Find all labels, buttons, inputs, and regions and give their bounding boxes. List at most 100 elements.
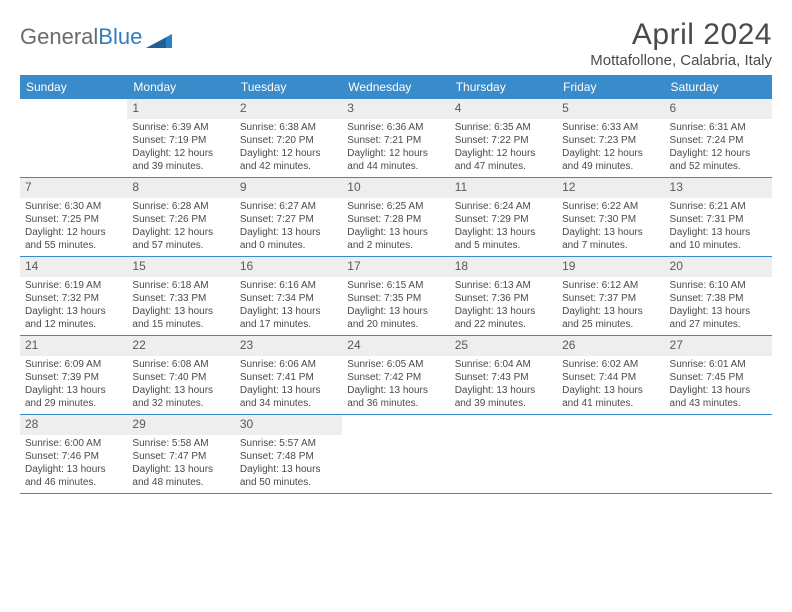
day-cell [665,415,772,493]
day-cell: 18Sunrise: 6:13 AMSunset: 7:36 PMDayligh… [450,257,557,335]
day-cell: 8Sunrise: 6:28 AMSunset: 7:26 PMDaylight… [127,178,234,256]
daylight-text: and 17 minutes. [240,318,337,331]
day-cell: 11Sunrise: 6:24 AMSunset: 7:29 PMDayligh… [450,178,557,256]
sunset-text: Sunset: 7:24 PM [670,134,767,147]
daylight-text: and 46 minutes. [25,476,122,489]
sunrise-text: Sunrise: 6:31 AM [670,121,767,134]
sunrise-text: Sunrise: 6:25 AM [347,200,444,213]
day-number: 8 [127,178,234,198]
day-cell: 24Sunrise: 6:05 AMSunset: 7:42 PMDayligh… [342,336,449,414]
sunset-text: Sunset: 7:47 PM [132,450,229,463]
sunset-text: Sunset: 7:33 PM [132,292,229,305]
day-cell: 26Sunrise: 6:02 AMSunset: 7:44 PMDayligh… [557,336,664,414]
daylight-text: Daylight: 13 hours [240,226,337,239]
daylight-text: Daylight: 13 hours [240,305,337,318]
daylight-text: Daylight: 13 hours [132,463,229,476]
sunset-text: Sunset: 7:38 PM [670,292,767,305]
day-cell: 2Sunrise: 6:38 AMSunset: 7:20 PMDaylight… [235,99,342,177]
day-cell: 20Sunrise: 6:10 AMSunset: 7:38 PMDayligh… [665,257,772,335]
day-cell: 15Sunrise: 6:18 AMSunset: 7:33 PMDayligh… [127,257,234,335]
day-body: Sunrise: 6:04 AMSunset: 7:43 PMDaylight:… [450,356,557,414]
sunrise-text: Sunrise: 6:00 AM [25,437,122,450]
day-number: 11 [450,178,557,198]
daylight-text: and 34 minutes. [240,397,337,410]
day-cell [342,415,449,493]
sunrise-text: Sunrise: 6:02 AM [562,358,659,371]
daylight-text: and 48 minutes. [132,476,229,489]
day-body: Sunrise: 6:15 AMSunset: 7:35 PMDaylight:… [342,277,449,335]
day-body: Sunrise: 6:39 AMSunset: 7:19 PMDaylight:… [127,119,234,177]
day-body: Sunrise: 6:22 AMSunset: 7:30 PMDaylight:… [557,198,664,256]
day-cell: 7Sunrise: 6:30 AMSunset: 7:25 PMDaylight… [20,178,127,256]
day-body: Sunrise: 6:27 AMSunset: 7:27 PMDaylight:… [235,198,342,256]
calendar-page: GeneralBlue April 2024 Mottafollone, Cal… [0,0,792,494]
sunset-text: Sunset: 7:36 PM [455,292,552,305]
sunset-text: Sunset: 7:30 PM [562,213,659,226]
sunrise-text: Sunrise: 6:33 AM [562,121,659,134]
day-cell: 1Sunrise: 6:39 AMSunset: 7:19 PMDaylight… [127,99,234,177]
day-body: Sunrise: 6:12 AMSunset: 7:37 PMDaylight:… [557,277,664,335]
daylight-text: and 29 minutes. [25,397,122,410]
daylight-text: and 25 minutes. [562,318,659,331]
daylight-text: and 22 minutes. [455,318,552,331]
sunrise-text: Sunrise: 6:28 AM [132,200,229,213]
sunrise-text: Sunrise: 6:09 AM [25,358,122,371]
day-number: 14 [20,257,127,277]
daylight-text: Daylight: 13 hours [347,305,444,318]
sunrise-text: Sunrise: 6:35 AM [455,121,552,134]
day-number: 5 [557,99,664,119]
daylight-text: and 41 minutes. [562,397,659,410]
day-number: 20 [665,257,772,277]
daylight-text: Daylight: 12 hours [670,147,767,160]
daylight-text: Daylight: 13 hours [562,305,659,318]
day-body: Sunrise: 6:13 AMSunset: 7:36 PMDaylight:… [450,277,557,335]
sunset-text: Sunset: 7:29 PM [455,213,552,226]
calendar-grid: Sunday Monday Tuesday Wednesday Thursday… [20,75,772,494]
day-number: 6 [665,99,772,119]
day-cell: 4Sunrise: 6:35 AMSunset: 7:22 PMDaylight… [450,99,557,177]
day-cell: 19Sunrise: 6:12 AMSunset: 7:37 PMDayligh… [557,257,664,335]
daylight-text: and 7 minutes. [562,239,659,252]
day-body: Sunrise: 6:00 AMSunset: 7:46 PMDaylight:… [20,435,127,493]
daylight-text: Daylight: 13 hours [240,384,337,397]
day-body: Sunrise: 6:09 AMSunset: 7:39 PMDaylight:… [20,356,127,414]
day-number: 28 [20,415,127,435]
header-row: GeneralBlue April 2024 Mottafollone, Cal… [20,18,772,69]
daylight-text: and 52 minutes. [670,160,767,173]
sunset-text: Sunset: 7:46 PM [25,450,122,463]
day-body: Sunrise: 6:16 AMSunset: 7:34 PMDaylight:… [235,277,342,335]
sunset-text: Sunset: 7:39 PM [25,371,122,384]
day-number: 18 [450,257,557,277]
sunrise-text: Sunrise: 6:39 AM [132,121,229,134]
daylight-text: Daylight: 13 hours [347,384,444,397]
day-body: Sunrise: 6:25 AMSunset: 7:28 PMDaylight:… [342,198,449,256]
sunrise-text: Sunrise: 6:10 AM [670,279,767,292]
day-number: 19 [557,257,664,277]
week-row: 21Sunrise: 6:09 AMSunset: 7:39 PMDayligh… [20,336,772,415]
day-body: Sunrise: 6:36 AMSunset: 7:21 PMDaylight:… [342,119,449,177]
daylight-text: and 0 minutes. [240,239,337,252]
weekday-header-row: Sunday Monday Tuesday Wednesday Thursday… [20,75,772,99]
sunset-text: Sunset: 7:26 PM [132,213,229,226]
sunset-text: Sunset: 7:32 PM [25,292,122,305]
day-cell: 23Sunrise: 6:06 AMSunset: 7:41 PMDayligh… [235,336,342,414]
daylight-text: and 12 minutes. [25,318,122,331]
day-body [450,435,557,441]
logo-triangle-icon [146,28,172,46]
title-block: April 2024 Mottafollone, Calabria, Italy [590,18,772,69]
sunset-text: Sunset: 7:48 PM [240,450,337,463]
daylight-text: Daylight: 12 hours [132,147,229,160]
sunrise-text: Sunrise: 6:21 AM [670,200,767,213]
sunset-text: Sunset: 7:25 PM [25,213,122,226]
day-number: 13 [665,178,772,198]
sunset-text: Sunset: 7:41 PM [240,371,337,384]
day-body: Sunrise: 6:21 AMSunset: 7:31 PMDaylight:… [665,198,772,256]
day-number: 15 [127,257,234,277]
sunset-text: Sunset: 7:19 PM [132,134,229,147]
daylight-text: Daylight: 13 hours [455,305,552,318]
day-cell: 21Sunrise: 6:09 AMSunset: 7:39 PMDayligh… [20,336,127,414]
daylight-text: Daylight: 12 hours [562,147,659,160]
day-body [557,435,664,441]
day-number: 12 [557,178,664,198]
day-body [20,119,127,125]
